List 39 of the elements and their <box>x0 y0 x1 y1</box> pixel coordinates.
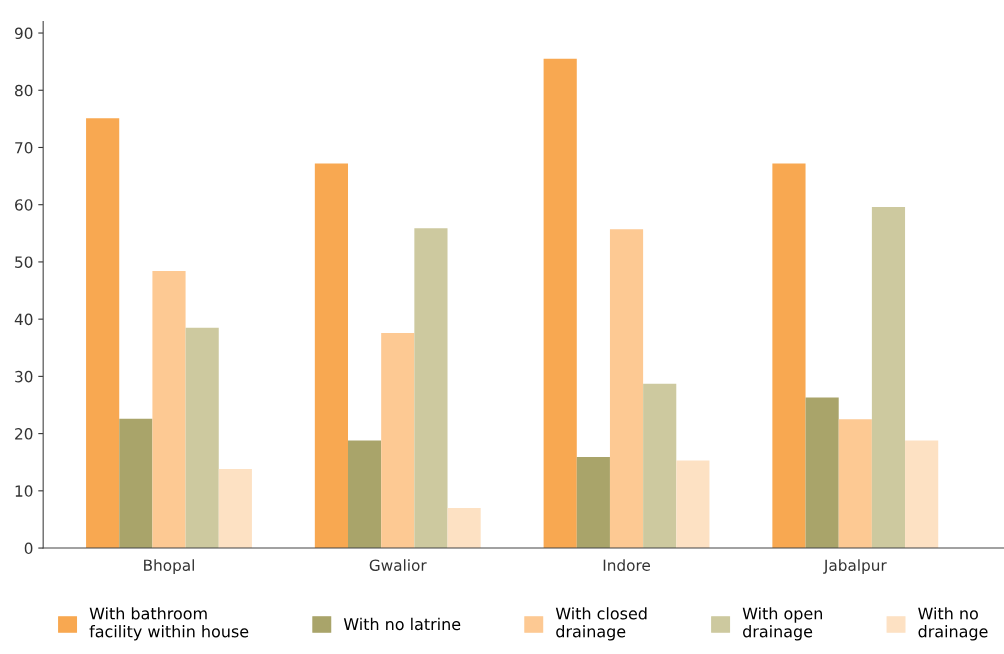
y-tick-label: 70 <box>15 141 33 154</box>
legend-label: With no latrine <box>343 617 461 631</box>
bar <box>543 58 577 549</box>
legend-label: With bathroom facility within house <box>89 607 249 641</box>
x-tick-label: Indore <box>603 559 650 571</box>
bar <box>381 332 415 549</box>
x-tick-label: Gwalior <box>369 559 427 571</box>
y-tick-label: 50 <box>15 256 33 268</box>
bar <box>676 460 710 549</box>
x-tick-label: Bhopal <box>144 559 194 574</box>
bar <box>314 163 349 549</box>
y-tick-label: 90 <box>14 27 33 40</box>
bar <box>643 383 677 549</box>
legend-label: With open drainage <box>742 607 822 641</box>
bar <box>348 440 382 549</box>
bar <box>905 440 939 549</box>
y-tick-label: 10 <box>15 485 33 497</box>
bar <box>609 229 644 549</box>
bar <box>119 418 153 549</box>
y-tick-label: 80 <box>15 84 33 97</box>
bar <box>838 419 872 549</box>
bar <box>414 228 448 549</box>
legend-label: With closed drainage <box>555 607 647 641</box>
bar <box>86 118 120 549</box>
bar <box>185 327 219 549</box>
y-tick-label: 20 <box>15 428 33 440</box>
y-tick-label: 30 <box>15 370 33 383</box>
bar <box>576 457 610 549</box>
legend-label: With no drainage <box>918 607 988 641</box>
bar <box>772 163 806 549</box>
bar <box>218 469 252 549</box>
x-tick-label: Jabalpur <box>823 559 887 574</box>
y-tick-label: 40 <box>14 313 33 326</box>
bar <box>447 507 481 549</box>
bar <box>805 397 839 549</box>
bar <box>152 271 186 549</box>
bar <box>871 206 906 549</box>
y-tick-label: 0 <box>24 542 33 555</box>
y-tick-label: 60 <box>15 199 33 211</box>
